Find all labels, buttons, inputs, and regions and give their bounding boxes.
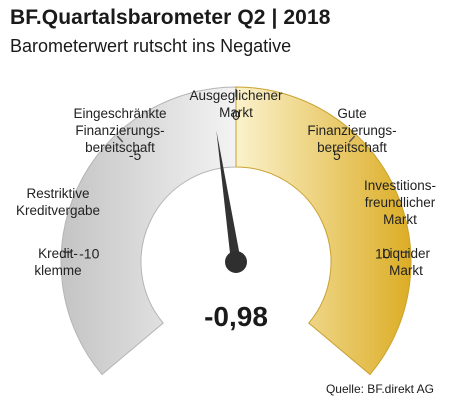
gauge-zone-label: Liquider Markt <box>382 246 431 278</box>
gauge-zone-label: Investitions-freundlicher Markt <box>364 178 436 227</box>
gauge-tick-label: 0 <box>232 107 240 123</box>
chart-title: BF.Quartalsbarometer Q2 | 2018 <box>10 6 331 29</box>
gauge-zone-label-line: Markt <box>383 212 417 227</box>
gauge-zone-label-line: Finanzierungs- <box>307 123 396 138</box>
gauge-zone-label-line: bereitschaft <box>85 140 155 155</box>
gauge-zone-label-line: Markt <box>219 105 253 120</box>
gauge-needle <box>216 130 241 263</box>
gauge-zone-label-line: Kreditvergabe <box>16 203 100 218</box>
gauge-tick-label: 5 <box>333 147 341 163</box>
gauge-band-positive <box>235 86 412 376</box>
gauge-tick-label: 10 <box>375 245 391 261</box>
gauge-zone-label: Restriktive Kreditvergabe <box>16 186 100 218</box>
gauge-value: -0,98 <box>204 301 268 332</box>
gauge-zone-label: Gute Finanzierungs-bereitschaft <box>307 106 396 155</box>
gauge-tick-label: -10 <box>79 245 99 261</box>
gauge-zone-label: Kredit-klemme <box>34 246 81 278</box>
gauge-zone-label-line: Finanzierungs- <box>75 123 164 138</box>
gauge-tick <box>116 135 124 143</box>
source-note: Quelle: BF.direkt AG <box>325 382 434 396</box>
gauge-needle-hub <box>225 251 247 273</box>
gauge-tick <box>348 135 356 143</box>
chart-subtitle: Barometerwert rutscht ins Negative <box>10 36 292 56</box>
gauge-zone-label-line: Markt <box>389 263 423 278</box>
gauge-zone-label-line: Ausgeglichener <box>189 88 283 103</box>
gauge-zone-label-line: Liquider <box>382 246 431 261</box>
gauge-zone-label-line: Gute <box>337 106 366 121</box>
gauge-zone-label-line: freundlicher <box>365 195 436 210</box>
gauge-zone-label-line: bereitschaft <box>317 140 387 155</box>
gauge-band-negative <box>60 86 237 376</box>
gauge-zone-label: Ausgeglichener Markt <box>189 88 283 120</box>
gauge-zone-label-line: Restriktive <box>26 186 89 201</box>
gauge-zone-label-line: klemme <box>34 263 81 278</box>
gauge-zone-label-line: Eingeschränkte <box>73 106 166 121</box>
gauge-zone-label-line: Investitions- <box>364 178 436 193</box>
gauge-zone-label: Eingeschränkte Finanzierungs-bereitschaft <box>73 106 166 155</box>
gauge-zone-label-line: Kredit- <box>38 246 78 261</box>
gauge-tick-label: -5 <box>129 147 142 163</box>
